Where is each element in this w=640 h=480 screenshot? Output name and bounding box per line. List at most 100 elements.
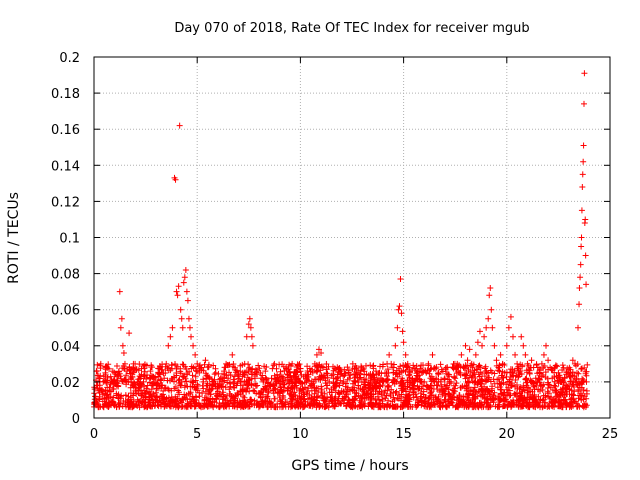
data-point [427,375,434,382]
data-point [388,360,395,367]
data-point [185,315,192,322]
data-point [159,382,166,389]
data-point [245,321,252,328]
data-point [157,371,164,378]
data-point [582,216,589,223]
data-point [328,386,335,393]
data-point [204,382,211,389]
data-point [399,328,406,335]
data-point [274,389,281,396]
data-point [357,393,364,400]
data-point [262,368,269,375]
data-point [301,391,308,398]
data-point [289,360,296,367]
y-tick-label: 0 [72,412,80,427]
data-point [305,371,312,378]
data-point [94,382,101,389]
data-point [363,389,370,396]
data-point [474,339,481,346]
data-point [266,382,273,389]
x-tick-label: 25 [602,427,619,442]
y-tick-label: 0.2 [59,51,80,66]
data-point [520,342,527,349]
data-point [326,378,333,385]
data-point [583,281,590,288]
data-point [121,360,128,367]
data-point [499,360,506,367]
data-point [540,351,547,358]
data-point [454,360,461,367]
data-point [318,350,325,357]
data-point [507,313,514,320]
data-point [543,342,550,349]
data-point [231,378,238,385]
data-point [557,378,564,385]
data-point [258,387,265,394]
data-point [579,183,586,190]
data-point [583,387,590,394]
data-point [569,357,576,364]
data-point [270,386,277,393]
data-point [311,360,318,367]
data-point [120,350,127,357]
data-point [315,346,322,353]
data-point [580,158,587,165]
data-point [167,333,174,340]
data-point [429,351,436,358]
data-point [108,377,115,384]
data-point [96,375,103,382]
data-point [559,386,566,393]
data-point [152,389,159,396]
data-point [117,324,124,331]
data-point [183,288,190,295]
data-point [468,360,475,367]
data-point [431,378,438,385]
data-point [140,378,147,385]
data-points [92,70,590,407]
data-point [439,386,446,393]
data-point [483,324,490,331]
x-tick-label: 10 [292,427,309,442]
data-point [182,266,189,273]
data-point [512,351,519,358]
data-point [375,382,382,389]
data-point [249,342,256,349]
x-tick-label: 20 [499,427,516,442]
data-point [553,393,560,400]
data-point [268,375,275,382]
data-point [278,373,285,380]
data-point [441,375,448,382]
data-point [524,360,531,367]
data-point [174,292,181,299]
data-point [241,360,248,367]
data-point [481,333,488,340]
data-point [367,375,374,382]
data-point [251,375,258,382]
data-point [361,378,368,385]
data-point [342,393,349,400]
data-point [501,369,508,376]
y-tick-label: 0.04 [51,340,80,355]
data-point [371,378,378,385]
data-point [545,357,552,364]
data-point [194,360,201,367]
data-point [390,369,397,376]
y-tick-label: 0.12 [51,195,80,210]
data-point [92,393,99,400]
data-point [134,378,141,385]
data-point [243,333,250,340]
data-point [287,378,294,385]
data-point [119,342,126,349]
data-point [190,342,197,349]
data-point [575,324,582,331]
data-point [408,378,415,385]
data-point [178,315,185,322]
data-point [128,375,135,382]
data-point [233,382,240,389]
data-point [280,384,287,391]
data-point [332,380,339,387]
data-point [437,378,444,385]
x-axis-label: GPS time / hours [291,458,408,474]
data-point [150,378,157,385]
